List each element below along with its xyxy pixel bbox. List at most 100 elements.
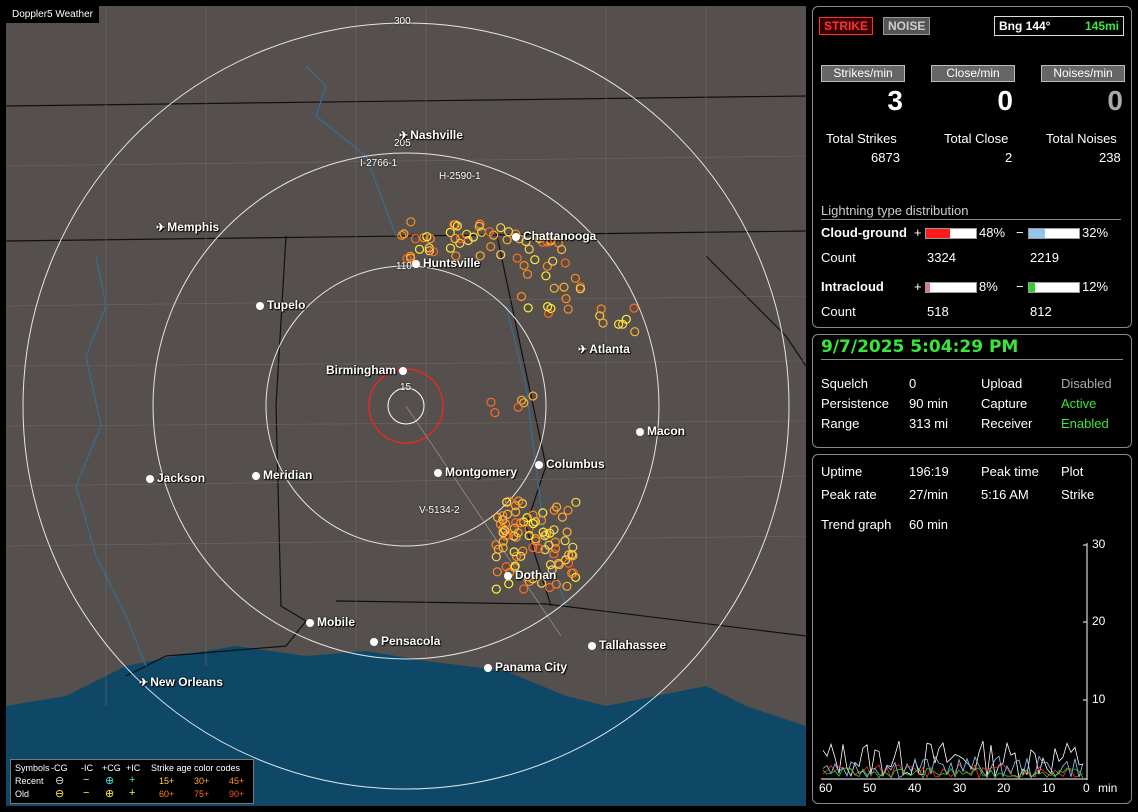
city-dot-icon [399,366,408,375]
radar-map[interactable]: Doppler5 Weather 300 205 110 15 ✈ Nashvil… [6,6,806,806]
strike-symbol [549,525,559,535]
strike-symbol [500,525,510,536]
neg-cg-recent-icon: ⊖ [55,775,65,787]
city-montgomery: Montgomery [434,465,517,479]
strike-symbol [549,283,559,293]
cg-label: Cloud-ground [821,225,907,240]
airport-icon: ✈ [399,130,409,142]
plot-value[interactable]: Strike [1061,487,1095,502]
strike-symbol [498,523,508,534]
ic-neg-bar [1028,282,1080,293]
city-memphis: ✈ Memphis [156,220,220,234]
city-dot-icon [256,301,264,310]
distance-value: 145mi [1084,19,1119,33]
strike-symbol [519,584,529,594]
strike-button[interactable]: STRIKE [819,17,874,35]
strike-symbol [524,244,534,254]
ring-label-15: 15 [400,382,412,393]
city-dot-icon [434,468,442,477]
pos-ic-recent-icon: + [129,774,136,786]
map-canvas [6,6,806,806]
strike-symbol [522,269,533,279]
strike-symbol [455,234,466,244]
strike-symbol [519,398,529,408]
strike-symbol [570,273,581,283]
strike-symbol [491,584,501,594]
strike-symbol [492,567,502,577]
range-value: 313 mi [909,416,949,431]
strike-symbol [563,304,573,314]
strike-symbol [490,408,500,418]
strike-symbol [502,497,512,507]
trend-line [822,755,1084,779]
strike-symbol [563,505,573,515]
total-close-value: 2 [1005,150,1013,165]
strike-symbol [468,232,478,242]
trend-graph-label: Trend graph [821,517,892,532]
strike-symbol [451,251,461,261]
legend-neg-cg: -CG [51,763,68,773]
squelch-label: Squelch [821,376,868,391]
total-strikes-label: Total Strikes [826,131,897,146]
strike-symbol [549,549,559,559]
strike-symbol [513,402,523,412]
strike-symbol [571,497,581,507]
strike-symbol [536,578,547,588]
city-dot-icon [636,427,644,436]
peak-time-value: 5:16 AM [981,487,1029,502]
strike-symbol [568,568,578,578]
trend-graph-value: 60 min [909,517,949,532]
strike-symbol [530,255,540,265]
y-tick-30: 30 [1092,537,1106,551]
strike-symbol [498,536,508,546]
strike-symbol [621,314,631,324]
ring-label-205: 205 [394,138,411,149]
strike-symbol [518,546,528,556]
strike-symbol [613,319,624,329]
city-dothan: Dothan [504,568,556,582]
strike-symbol [445,227,455,237]
city-atlanta: ✈ Atlanta [578,342,630,356]
strike-symbol [538,527,548,537]
city-birmingham: Birmingham [326,363,410,377]
ic-neg-sign: − [1016,279,1024,294]
airport-icon: ✈ [578,344,588,356]
strike-symbol [551,502,562,512]
strike-symbol [575,282,586,292]
strike-symbol [422,232,432,242]
strike-symbol [486,242,496,252]
strike-symbol [516,518,526,528]
city-dot-icon [370,637,378,646]
strike-symbol [559,282,569,292]
upload-label: Upload [981,376,1023,391]
strike-symbol [568,551,578,561]
strike-symbol [629,303,639,313]
strike-symbol [406,217,416,227]
ring-label-110: 110 [396,261,412,272]
airport-icon: ✈ [139,677,149,689]
strike-symbol [491,552,501,562]
x-tick-40: 40 [908,781,922,795]
strike-symbol [510,501,521,511]
uptime-value: 196:19 [909,464,949,479]
counters-panel: STRIKE NOISE Bng 144° 145mi Strikes/min … [812,6,1132,328]
upload-value: Disabled [1061,376,1112,391]
strike-symbol [500,519,511,529]
strike-symbol [544,540,554,550]
ic-neg-pct: 12% [1082,279,1109,294]
noises-per-min-value: 0 [1107,85,1123,116]
close-per-min-header: Close/min [931,65,1015,82]
strike-symbol [511,551,521,562]
strike-symbol [519,260,529,271]
strike-symbol [561,294,571,304]
city-mobile: Mobile [306,615,355,629]
strike-symbol [516,291,527,302]
strike-symbol [534,233,544,243]
strike-symbol [455,238,465,248]
strike-symbol [511,507,521,517]
city-dot-icon [306,618,314,627]
strike-symbol [547,565,557,575]
noise-button[interactable]: NOISE [883,17,931,35]
city-dot-icon [252,471,260,480]
neg-ic-old-icon: − [83,787,90,799]
